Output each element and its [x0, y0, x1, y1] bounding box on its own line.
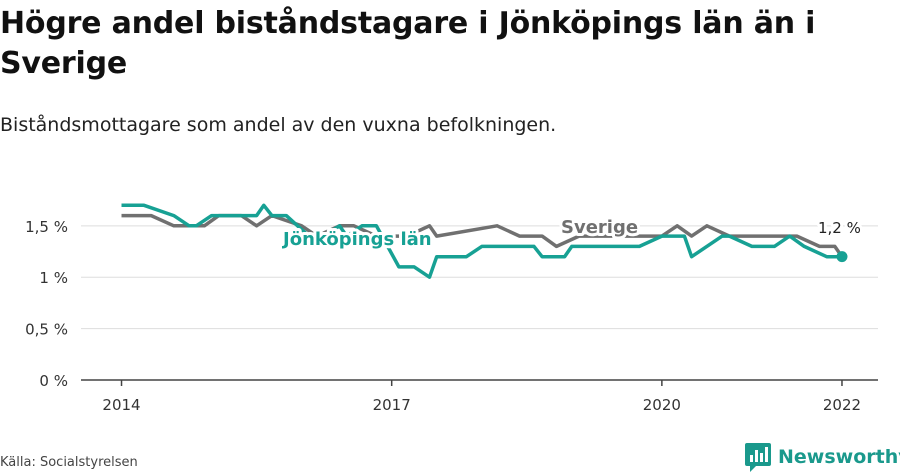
end-value-label: 1,2 %1,2 %: [815, 216, 864, 240]
y-tick-label: 0,5 %: [25, 321, 68, 339]
end-value-label-text: 1,2 %: [818, 219, 861, 237]
y-tick-label: 0 %: [39, 372, 68, 390]
x-tick-label: 2017: [373, 396, 411, 414]
x-tick-label: 2014: [102, 396, 140, 414]
y-tick-label: 1,5 %: [25, 218, 68, 236]
bar-chart-bubble-icon: [745, 443, 771, 472]
chart-title: Högre andel biståndstagare i Jönköpings …: [0, 6, 816, 81]
series-line-jonkoping: [121, 203, 842, 279]
x-axis-ticks: 2014 2017 2020 2022: [81, 379, 878, 414]
x-tick-label: 2020: [643, 396, 681, 414]
y-axis-ticks: 0 % 0,5 % 1 % 1,5 %: [25, 218, 68, 390]
brand-logo: Newsworthy: [744, 441, 900, 473]
x-tick-label: 2022: [823, 396, 861, 414]
series-line-sverige: [121, 213, 844, 258]
end-point-marker: [836, 251, 848, 263]
series-label-sverige-text: Sverige: [561, 217, 638, 238]
source-note: Källa: Socialstyrelsen: [0, 455, 138, 470]
chart-subtitle: Biståndsmottagare som andel av den vuxna…: [0, 114, 557, 136]
y-tick-label: 1 %: [39, 269, 68, 287]
series-label-jonkoping-text: Jönköpings län: [281, 229, 432, 250]
grid-lines: [81, 225, 878, 330]
end-value-label-halo: 1,2 %: [818, 219, 861, 237]
series-label-sverige-halo: Sverige: [561, 217, 638, 238]
series-lines: [121, 203, 848, 279]
series-label-jonkoping-halo: Jönköpings län: [281, 229, 432, 250]
brand-name: Newsworthy: [778, 446, 900, 468]
